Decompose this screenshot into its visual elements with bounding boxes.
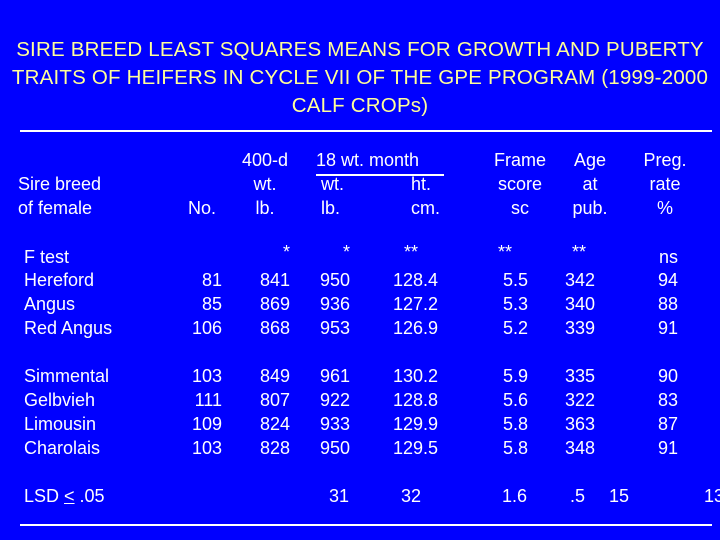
header-400d-3: lb. [255,198,275,218]
row-18wt: 961 [319,366,350,386]
row-frame: 5.6 [502,390,528,410]
lsd-18wt: 31 [329,486,350,506]
row-breed: Red Angus [24,318,113,338]
row-no: 109 [191,414,222,434]
row-400d: 807 [259,390,290,410]
ftest-preg: ns [658,247,678,267]
row-400d: 828 [259,438,290,458]
row-18ht: 128.8 [392,390,438,410]
ftest-18wt: * [342,242,350,262]
lsd-label: LSD < .05 [24,484,105,508]
row-preg: 88 [657,294,678,314]
bottom-divider [20,524,712,526]
row-18ht: 127.2 [392,294,438,314]
row-18wt: 936 [319,294,350,314]
row-18wt: 950 [319,438,350,458]
row-preg: 90 [657,366,678,386]
ftest-frame: ** [498,242,513,262]
slide-title: SIRE BREED LEAST SQUARES MEANS FOR GROWT… [11,38,709,117]
row-breed: Angus [24,294,76,314]
row-no: 85 [201,294,222,314]
ftest-18ht: ** [404,242,419,262]
row-age: 348 [564,438,595,458]
row-age: 363 [564,414,595,434]
row-preg: 91 [657,318,678,338]
header-frame-3: sc [511,198,529,218]
lsd-age: .5 [570,486,586,506]
lsd-label-pre: LSD [24,486,65,506]
row-age: 322 [564,390,595,410]
header-age-1: Age [573,150,607,170]
header-age-3: pub. [572,198,608,218]
row-no: 103 [191,438,222,458]
ftest-400d: * [282,242,290,262]
top-divider [20,130,712,132]
row-400d: 868 [259,318,290,338]
header-18-wt: wt. [321,174,345,194]
header-400d-2: wt. [253,174,277,194]
row-frame: 5.8 [502,438,528,458]
header-frame-2: score [497,174,542,194]
lsd-preg: 13 [704,486,720,506]
row-preg: 94 [657,270,678,290]
row-400d: 849 [259,366,290,386]
row-frame: 5.8 [502,414,528,434]
lsd-frame: 1.6 [502,486,528,506]
header-18month-underline [316,174,444,176]
row-age: 339 [564,318,595,338]
row-age: 342 [564,270,595,290]
row-18wt: 922 [319,390,350,410]
row-18wt: 950 [319,270,350,290]
row-18wt: 953 [319,318,350,338]
row-no: 81 [201,270,222,290]
header-18-ht: ht. [411,174,432,194]
row-400d: 841 [259,270,290,290]
lsd-age-2: 15 [609,486,630,506]
header-sire-breed-2: of female [18,198,93,218]
lsd-label-symbol: < [64,486,75,506]
header-400d-1: 400-d [241,150,289,170]
header-preg-3: % [656,198,673,218]
header-age-2: at [582,174,598,194]
row-18ht: 129.9 [392,414,438,434]
row-frame: 5.9 [502,366,528,386]
row-frame: 5.2 [502,318,528,338]
header-no: No. [188,198,217,218]
row-frame: 5.3 [502,294,528,314]
header-preg-1: Preg. [643,150,687,170]
row-breed: Limousin [24,414,97,434]
row-breed: Hereford [24,270,95,290]
header-18month: 18 wt. month [316,150,420,170]
header-sire-breed-1: Sire breed [18,174,102,194]
ftest-label: F test [24,247,70,267]
row-preg: 87 [657,414,678,434]
row-breed: Charolais [24,438,101,458]
header-preg-2: rate [649,174,681,194]
lsd-label-post: .05 [74,486,105,506]
row-18ht: 128.4 [392,270,438,290]
row-18ht: 126.9 [392,318,438,338]
row-breed: Simmental [24,366,110,386]
row-breed: Gelbvieh [24,390,96,410]
header-18-wt-unit: lb. [321,198,341,218]
row-age: 340 [564,294,595,314]
row-18ht: 130.2 [392,366,438,386]
row-400d: 869 [259,294,290,314]
lsd-18ht: 32 [401,486,422,506]
row-preg: 83 [657,390,678,410]
row-18ht: 129.5 [392,438,438,458]
row-no: 103 [191,366,222,386]
row-no: 111 [194,390,222,410]
row-age: 335 [564,366,595,386]
header-frame-1: Frame [493,150,546,170]
ftest-age: ** [572,242,587,262]
row-400d: 824 [259,414,290,434]
header-18-ht-unit: cm. [411,198,440,218]
row-18wt: 933 [319,414,350,434]
row-preg: 91 [657,438,678,458]
row-frame: 5.5 [502,270,528,290]
row-no: 106 [191,318,222,338]
